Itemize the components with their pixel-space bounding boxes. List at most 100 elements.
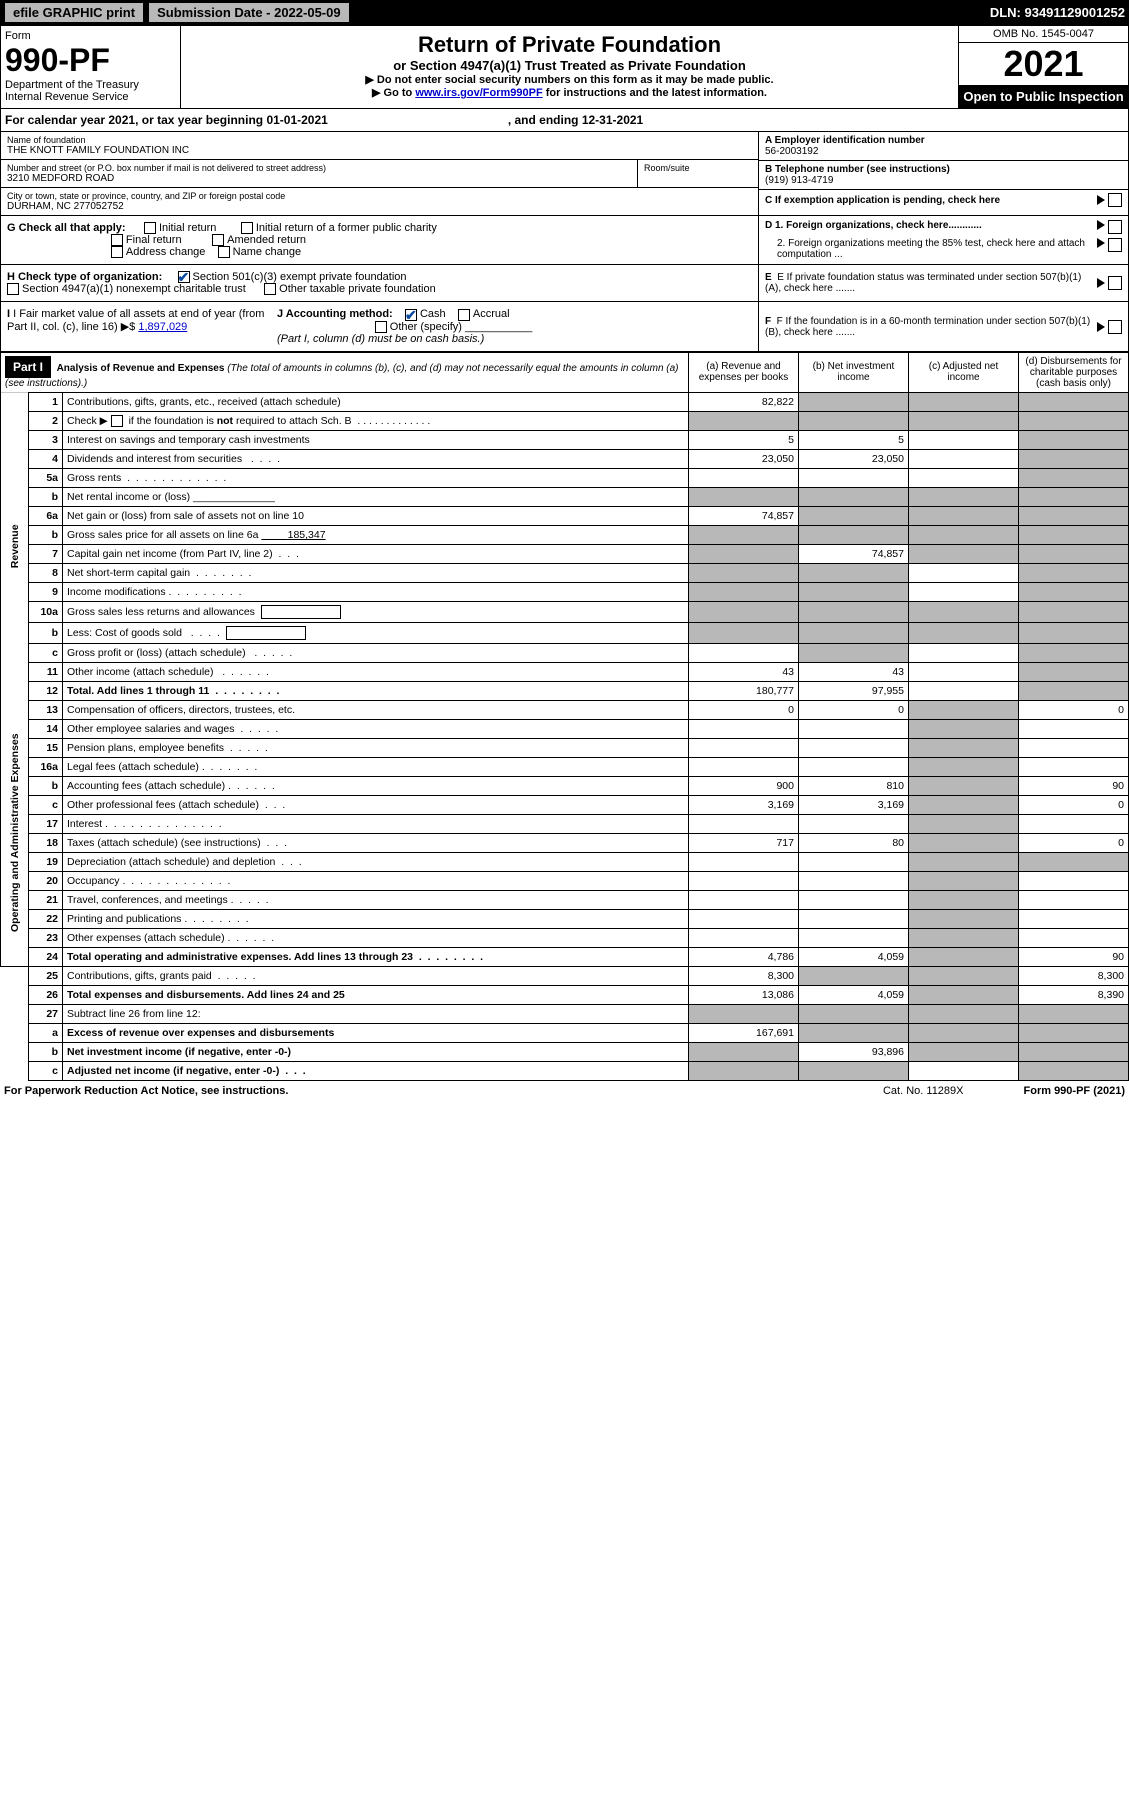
line-desc: Gross profit or (loss) (attach schedule)… [63,643,689,662]
accrual-checkbox[interactable] [458,309,470,321]
dept-treasury: Department of the Treasury [5,79,176,91]
year-end: , and ending 12-31-2021 [508,113,643,127]
j1-label: Cash [420,308,446,320]
val-b: 97,955 [799,681,909,700]
line-num: 27 [29,1004,63,1023]
form990pf-link[interactable]: www.irs.gov/Form990PF [415,87,542,99]
ein-value: 56-2003192 [765,146,1122,157]
val-b: 23,050 [799,449,909,468]
line-desc: Interest on savings and temporary cash i… [63,430,689,449]
fmv-link[interactable]: 1,897,029 [138,321,187,333]
line-num: 22 [29,909,63,928]
part1-title: Analysis of Revenue and Expenses [57,363,225,374]
line-num: c [29,643,63,662]
amended-return-checkbox[interactable] [212,234,224,246]
foundation-name: THE KNOTT FAMILY FOUNDATION INC [7,145,752,156]
submission-date: Submission Date - 2022-05-09 [148,2,350,23]
form-header: Form 990-PF Department of the Treasury I… [0,25,1129,109]
page-footer: For Paperwork Reduction Act Notice, see … [0,1081,1129,1101]
line-num: 11 [29,662,63,681]
form-ref: Form 990-PF (2021) [1024,1085,1126,1097]
line-desc: Legal fees (attach schedule) . . . . . .… [63,757,689,776]
part1-badge: Part I [5,356,51,378]
h3-label: Other taxable private foundation [279,283,436,295]
arrow-icon [1097,322,1105,332]
val-a: 74,857 [689,506,799,525]
g2-label: Initial return of a former public charit… [256,222,437,234]
d1-checkbox[interactable] [1108,220,1122,234]
line-num: b [29,487,63,506]
line-num: 1 [29,392,63,411]
schb-checkbox[interactable] [111,415,123,427]
g3-label: Final return [126,234,182,246]
d2-checkbox[interactable] [1108,238,1122,252]
line-desc: Total. Add lines 1 through 11 . . . . . … [63,681,689,700]
e-checkbox[interactable] [1108,276,1122,290]
val-a: 717 [689,833,799,852]
val-d: 8,390 [1019,985,1129,1004]
val-a: 180,777 [689,681,799,700]
line-num: 6a [29,506,63,525]
501c3-checkbox[interactable] [178,271,190,283]
line-num: 21 [29,890,63,909]
line-desc: Taxes (attach schedule) (see instruction… [63,833,689,852]
final-return-checkbox[interactable] [111,234,123,246]
line-desc: Gross rents . . . . . . . . . . . . [63,468,689,487]
j3-label: Other (specify) [390,321,462,333]
arrow-icon [1097,278,1105,288]
val-c [909,392,1019,411]
name-change-checkbox[interactable] [218,246,230,258]
cat-number: Cat. No. 11289X [883,1085,964,1097]
line-desc: Gross sales price for all assets on line… [63,525,689,544]
calendar-year-row: For calendar year 2021, or tax year begi… [0,109,1129,132]
other-method-checkbox[interactable] [375,321,387,333]
line-num: 15 [29,738,63,757]
arrow-icon [1097,238,1105,248]
line-desc: Travel, conferences, and meetings . . . … [63,890,689,909]
val-b: 4,059 [799,985,909,1004]
efile-button[interactable]: efile GRAPHIC print [4,2,144,23]
val-d: 0 [1019,700,1129,719]
val-b: 93,896 [799,1042,909,1061]
city-state-zip: DURHAM, NC 277052752 [7,201,752,212]
line-desc: Check ▶ if the foundation is not require… [63,411,689,430]
val-a: 4,786 [689,947,799,966]
room-label: Room/suite [644,163,752,173]
line-desc: Contributions, gifts, grants, etc., rece… [63,392,689,411]
f-checkbox[interactable] [1108,320,1122,334]
val-a: 43 [689,662,799,681]
irs-label: Internal Revenue Service [5,91,176,103]
val-a: 5 [689,430,799,449]
col-d-header: (d) Disbursements for charitable purpose… [1019,352,1129,392]
line-num: 16a [29,757,63,776]
4947a1-checkbox[interactable] [7,283,19,295]
line-num: 24 [29,947,63,966]
line-num: c [29,1061,63,1080]
year-begin: For calendar year 2021, or tax year begi… [5,113,328,127]
col-c-header: (c) Adjusted net income [909,352,1019,392]
dln: DLN: 93491129001252 [990,5,1125,20]
line-desc: Other expenses (attach schedule) . . . .… [63,928,689,947]
line-desc: Income modifications . . . . . . . . . [63,582,689,601]
g4-label: Amended return [227,234,306,246]
address-change-checkbox[interactable] [111,246,123,258]
initial-return-checkbox[interactable] [144,222,156,234]
val-b: 0 [799,700,909,719]
line-num: 10a [29,601,63,622]
line-desc: Net short-term capital gain . . . . . . … [63,563,689,582]
val-a: 167,691 [689,1023,799,1042]
val-b: 5 [799,430,909,449]
line-num: 19 [29,852,63,871]
cash-checkbox[interactable] [405,309,417,321]
line-desc: Net gain or (loss) from sale of assets n… [63,506,689,525]
initial-former-checkbox[interactable] [241,222,253,234]
line-desc: Printing and publications . . . . . . . … [63,909,689,928]
form-number: 990-PF [5,42,176,79]
line-num: c [29,795,63,814]
val-d: 0 [1019,833,1129,852]
arrow-icon [1097,220,1105,230]
arrow-icon [1097,195,1105,205]
other-taxable-checkbox[interactable] [264,283,276,295]
exemption-checkbox[interactable] [1108,193,1122,207]
val-d [1019,392,1129,411]
